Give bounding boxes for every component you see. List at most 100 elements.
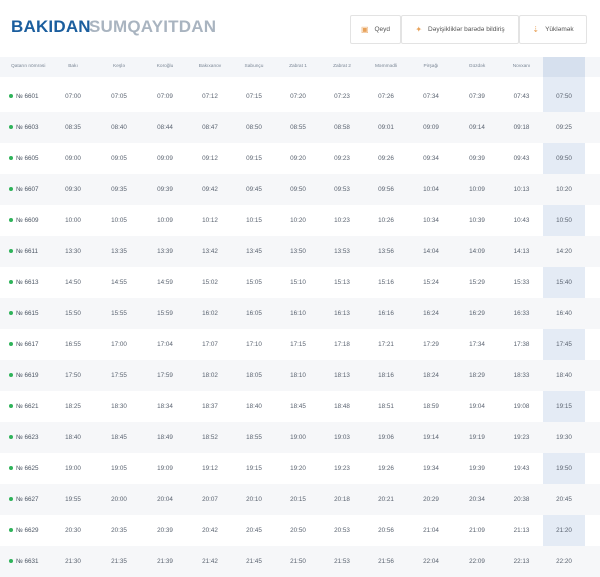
time-cell: 09:39	[157, 186, 173, 193]
time-cell: 21:13	[513, 527, 530, 534]
time-cell: 08:35	[65, 124, 81, 131]
time-cell: 10:39	[469, 217, 485, 224]
time-cell: 09:23	[334, 155, 350, 162]
time-cell: 20:10	[246, 496, 262, 503]
time-cell: 19:09	[157, 465, 173, 472]
time-cell: 19:50	[556, 465, 572, 472]
time-cell: 14:50	[65, 279, 81, 286]
time-cell: 19:23	[334, 465, 350, 472]
time-cell: 17:15	[290, 341, 306, 348]
time-cell: 14:55	[111, 279, 127, 286]
status-dot-icon	[9, 528, 13, 532]
time-cell: 19:14	[423, 434, 439, 441]
time-cell: 09:09	[157, 155, 173, 162]
time-cell: 10:13	[513, 186, 530, 193]
download-button-label: Yüklə­mək	[545, 26, 574, 33]
time-cell: 15:40	[556, 279, 572, 286]
megaphone-icon: ✦	[415, 24, 423, 34]
time-cell: 09:09	[423, 124, 439, 131]
time-cell: 09:15	[246, 155, 262, 162]
column-header-station: Keşlə	[113, 64, 125, 69]
time-cell: 10:20	[556, 186, 572, 193]
time-cell: 19:39	[469, 465, 485, 472]
time-cell: 20:35	[111, 527, 127, 534]
time-cell: 17:45	[556, 341, 572, 348]
tab-from-baku[interactable]: BAKIDAN	[11, 17, 91, 36]
time-cell: 09:50	[556, 155, 572, 162]
train-number-cell: № 6603	[16, 124, 39, 131]
download-icon: ⇣	[532, 24, 540, 34]
time-cell: 18:24	[423, 372, 439, 379]
time-cell: 13:50	[290, 248, 306, 255]
table-row: № 6613 14:50 14:55 14:59 15:02 15:05 15:10 15:1…	[0, 267, 600, 298]
column-header-station: Pirşağı	[423, 64, 439, 69]
train-number-cell: № 6609	[16, 217, 39, 224]
time-cell: 15:59	[157, 310, 173, 317]
note-button[interactable]: ▣ Qeyd	[350, 15, 401, 44]
time-cell: 09:01	[378, 124, 394, 131]
train-number-cell: № 6621	[16, 403, 39, 410]
time-cell: 19:43	[513, 465, 530, 472]
status-dot-icon	[9, 435, 13, 439]
time-cell: 16:29	[469, 310, 485, 317]
status-dot-icon	[9, 187, 13, 191]
time-cell: 18:55	[246, 434, 262, 441]
time-cell: 09:12	[202, 155, 218, 162]
time-cell: 16:55	[65, 341, 81, 348]
note-button-label: Qeyd	[374, 26, 391, 33]
time-cell: 16:05	[246, 310, 262, 317]
time-cell: 18:45	[111, 434, 127, 441]
time-cell: 08:40	[111, 124, 127, 131]
time-cell: 20:38	[513, 496, 530, 503]
note-icon: ▣	[360, 24, 369, 34]
time-cell: 14:04	[423, 248, 439, 255]
header: BAKIDAN SUMQAYITDAN ▣ Qeyd ✦ Dəyişiklikl…	[0, 0, 600, 56]
time-cell: 07:43	[513, 93, 530, 100]
time-cell: 09:53	[334, 186, 350, 193]
report-button-label: Dəyişikliklər barədə bildiriş	[428, 26, 505, 33]
time-cell: 18:16	[378, 372, 394, 379]
status-dot-icon	[9, 404, 13, 408]
table-row: № 6623 18:40 18:45 18:49 18:52 18:55 19:00 19:0…	[0, 422, 600, 453]
time-cell: 19:55	[65, 496, 81, 503]
time-cell: 09:39	[469, 155, 485, 162]
report-changes-button[interactable]: ✦ Dəyişikliklər barədə bildiriş	[401, 15, 519, 44]
time-cell: 10:20	[290, 217, 306, 224]
time-cell: 18:34	[157, 403, 173, 410]
time-cell: 09:20	[290, 155, 306, 162]
time-cell: 15:02	[202, 279, 218, 286]
time-cell: 17:04	[157, 341, 173, 348]
time-cell: 07:39	[469, 93, 485, 100]
time-cell: 10:09	[157, 217, 173, 224]
time-cell: 19:00	[290, 434, 306, 441]
time-cell: 15:29	[469, 279, 485, 286]
time-cell: 17:07	[202, 341, 218, 348]
time-cell: 18:40	[246, 403, 262, 410]
time-cell: 21:56	[378, 558, 394, 565]
time-cell: 09:50	[290, 186, 306, 193]
time-cell: 09:56	[378, 186, 394, 193]
column-header-train-number: Qatarın nömrəsi	[11, 64, 46, 69]
time-cell: 14:20	[556, 248, 572, 255]
time-cell: 16:10	[290, 310, 306, 317]
time-cell: 18:40	[65, 434, 81, 441]
time-cell: 09:34	[423, 155, 439, 162]
column-header-station: Bakıxanov	[198, 64, 222, 69]
time-cell: 20:21	[378, 496, 394, 503]
time-cell: 22:13	[513, 558, 530, 565]
time-cell: 08:44	[157, 124, 173, 131]
time-cell: 20:34	[469, 496, 485, 503]
table-row: № 6611 13:30 13:35 13:39 13:42 13:45 13:50 13:5…	[0, 236, 600, 267]
status-dot-icon	[9, 466, 13, 470]
time-cell: 15:16	[378, 279, 394, 286]
time-cell: 13:39	[157, 248, 173, 255]
time-cell: 08:47	[202, 124, 218, 131]
time-cell: 19:04	[469, 403, 485, 410]
time-cell: 20:50	[290, 527, 306, 534]
tab-from-sumgait[interactable]: SUMQAYITDAN	[89, 17, 217, 36]
time-cell: 17:50	[65, 372, 81, 379]
train-number-cell: № 6619	[16, 372, 39, 379]
train-number-cell: № 6611	[16, 248, 39, 255]
download-button[interactable]: ⇣ Yüklə­mək	[519, 15, 587, 44]
time-cell: 09:00	[65, 155, 81, 162]
